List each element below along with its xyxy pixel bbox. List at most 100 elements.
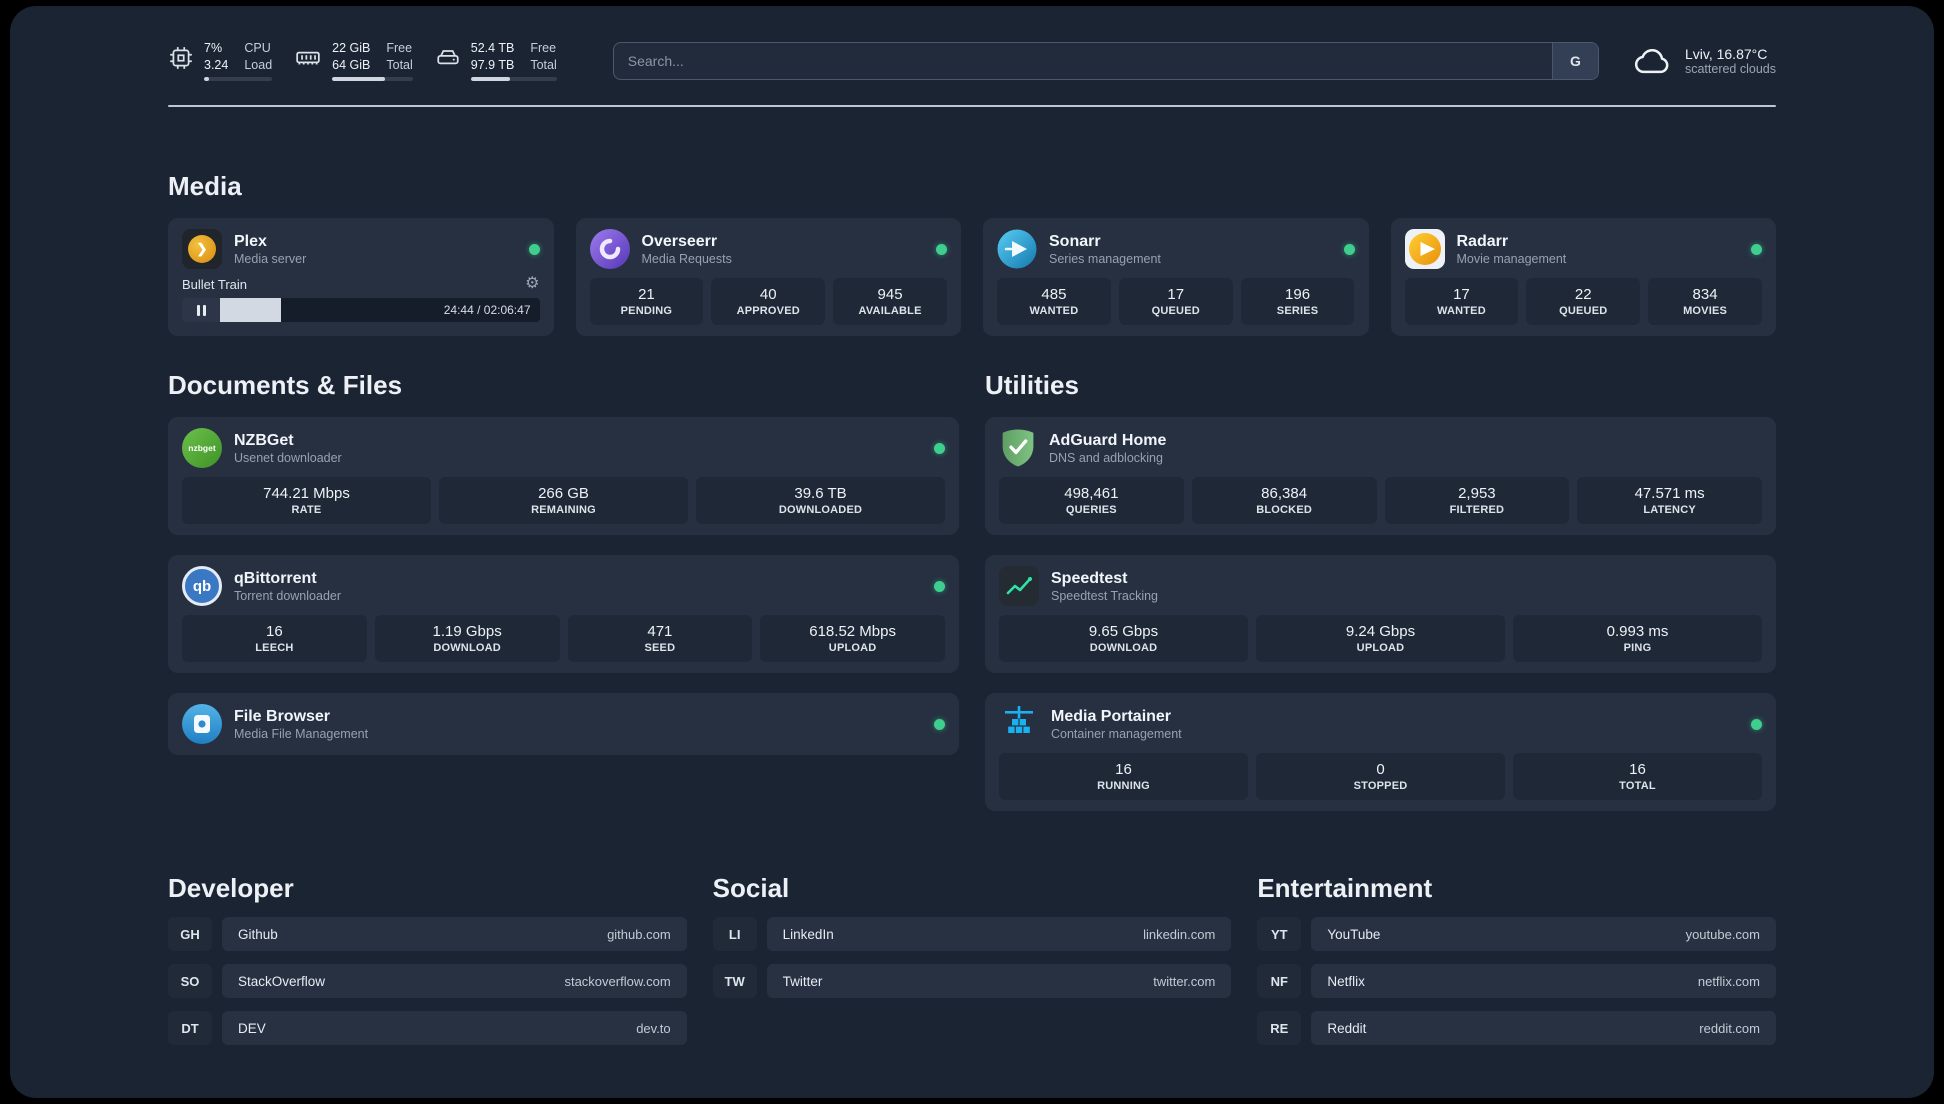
service-card-adguard[interactable]: AdGuard Home DNS and adblocking 498,461 … bbox=[985, 417, 1776, 535]
bookmark-linkedin[interactable]: LI LinkedIn linkedin.com bbox=[712, 917, 1232, 951]
search-box: G bbox=[612, 41, 1599, 80]
stat-box: 744.21 Mbps RATE bbox=[182, 477, 431, 524]
service-card-radarr[interactable]: Radarr Movie management 17 WANTED 22 QUE… bbox=[1390, 218, 1776, 336]
memory-total-value: 64 GiB bbox=[332, 58, 371, 72]
search-provider-button[interactable]: G bbox=[1551, 42, 1598, 79]
service-card-filebrowser[interactable]: File Browser Media File Management bbox=[168, 693, 959, 755]
bookmarks-social: Social LI LinkedIn linkedin.com TW Twitt… bbox=[712, 873, 1232, 998]
section-heading-entertainment: Entertainment bbox=[1257, 873, 1433, 903]
section-heading-utilities: Utilities bbox=[985, 370, 1079, 400]
speedtest-icon bbox=[999, 566, 1039, 606]
service-subtitle: Movie management bbox=[1456, 251, 1567, 266]
stat-box: 17 QUEUED bbox=[1118, 278, 1233, 325]
stat-box: 9.24 Gbps UPLOAD bbox=[1256, 615, 1505, 662]
service-card-nzbget[interactable]: nzbget NZBGet Usenet downloader 744.21 M… bbox=[168, 417, 959, 535]
service-card-sonarr[interactable]: Sonarr Series management 485 WANTED 17 Q… bbox=[983, 218, 1369, 336]
stat-box: 39.6 TB DOWNLOADED bbox=[696, 477, 945, 524]
bookmark-github[interactable]: GH Github github.com bbox=[168, 917, 687, 951]
pause-button[interactable] bbox=[182, 298, 220, 322]
settings-gear-icon[interactable]: ⚙ bbox=[525, 275, 540, 292]
bookmark-abbr: SO bbox=[168, 964, 212, 998]
bookmark-name: Twitter bbox=[782, 973, 823, 989]
section-heading-media: Media bbox=[168, 171, 242, 201]
bookmarks-developer: Developer GH Github github.com SO StackO… bbox=[168, 873, 687, 1045]
stat-box: 196 SERIES bbox=[1240, 278, 1355, 325]
service-card-plex[interactable]: ❯ Plex Media server Bullet Train ⚙ bbox=[168, 218, 554, 336]
cpu-load-value: 3.24 bbox=[204, 58, 229, 72]
sonarr-icon bbox=[997, 229, 1037, 269]
memory-widget: 22 GiB Free 64 GiB Total bbox=[294, 40, 413, 81]
header-divider bbox=[168, 105, 1776, 107]
utilities-column: Utilities AdGuard bbox=[985, 370, 1776, 811]
bookmark-reddit[interactable]: RE Reddit reddit.com bbox=[1257, 1011, 1776, 1045]
bookmark-abbr: RE bbox=[1257, 1011, 1302, 1045]
bookmark-url: dev.to bbox=[636, 1020, 671, 1036]
disk-total-label: Total bbox=[530, 58, 557, 72]
bookmark-abbr: YT bbox=[1257, 917, 1302, 951]
cpu-load-label: Load bbox=[244, 58, 273, 72]
service-title: qBittorrent bbox=[234, 569, 317, 587]
disk-free-value: 52.4 TB bbox=[470, 41, 515, 55]
service-subtitle: Media File Management bbox=[234, 726, 369, 741]
stat-box: 1.19 Gbps DOWNLOAD bbox=[374, 615, 560, 662]
memory-free-value: 22 GiB bbox=[332, 41, 371, 55]
status-dot bbox=[934, 580, 945, 592]
stat-box: 618.52 Mbps UPLOAD bbox=[760, 615, 945, 662]
nzbget-icon: nzbget bbox=[182, 428, 222, 468]
service-subtitle: Series management bbox=[1049, 251, 1161, 266]
bookmark-netflix[interactable]: NF Netflix netflix.com bbox=[1257, 964, 1776, 998]
bookmark-url: linkedin.com bbox=[1143, 926, 1216, 942]
stat-box: 945 AVAILABLE bbox=[833, 278, 947, 325]
dashboard-panel: 7% CPU 3.24 Load 22 GiB Free bbox=[10, 6, 1934, 1098]
stat-box: 498,461 QUERIES bbox=[999, 477, 1184, 524]
status-dot bbox=[1343, 243, 1355, 255]
bookmark-twitter[interactable]: TW Twitter twitter.com bbox=[712, 964, 1232, 998]
portainer-icon bbox=[999, 704, 1039, 744]
memory-icon bbox=[296, 51, 320, 65]
bookmarks-entertainment: Entertainment YT YouTube youtube.com NF … bbox=[1257, 873, 1776, 1045]
service-card-portainer[interactable]: Media Portainer Container management 16 … bbox=[985, 693, 1776, 811]
documents-column: Documents & Files nzbget NZBGet Usenet d… bbox=[168, 370, 959, 811]
bookmark-stackoverflow[interactable]: SO StackOverflow stackoverflow.com bbox=[168, 964, 687, 998]
bookmark-abbr: GH bbox=[168, 917, 212, 951]
stat-box: 21 PENDING bbox=[589, 278, 704, 325]
stat-box: 471 SEED bbox=[567, 615, 753, 662]
stat-box: 0.993 ms PING bbox=[1513, 615, 1762, 662]
service-subtitle: Torrent downloader bbox=[234, 588, 342, 603]
bookmark-abbr: DT bbox=[168, 1011, 212, 1045]
status-dot bbox=[528, 243, 540, 255]
cpu-usage-label: CPU bbox=[244, 41, 271, 55]
stat-box: 0 STOPPED bbox=[1256, 753, 1505, 800]
service-title: Overseerr bbox=[641, 232, 718, 250]
service-card-speedtest[interactable]: Speedtest Speedtest Tracking 9.65 Gbps D… bbox=[985, 555, 1776, 673]
memory-total-label: Total bbox=[386, 58, 413, 72]
status-dot bbox=[1751, 718, 1762, 730]
status-dot bbox=[934, 442, 945, 454]
service-subtitle: DNS and adblocking bbox=[1049, 450, 1163, 465]
weather-widget: Lviv, 16.87°C scattered clouds bbox=[1633, 46, 1776, 76]
bookmark-abbr: TW bbox=[712, 964, 757, 998]
memory-usage-bar bbox=[332, 77, 413, 81]
bookmark-abbr: LI bbox=[712, 917, 757, 951]
service-card-overseerr[interactable]: Overseerr Media Requests 21 PENDING 40 A… bbox=[575, 218, 961, 336]
section-heading-documents: Documents & Files bbox=[168, 370, 403, 400]
stat-box: 16 RUNNING bbox=[999, 753, 1248, 800]
playback-progress-bar[interactable]: 24:44 / 02:06:47 bbox=[220, 298, 540, 322]
service-title: AdGuard Home bbox=[1049, 431, 1167, 449]
service-title: Plex bbox=[234, 232, 267, 250]
disk-widget: 52.4 TB Free 97.9 TB Total bbox=[435, 40, 557, 81]
bookmark-name: LinkedIn bbox=[782, 926, 834, 942]
stat-box: 40 APPROVED bbox=[711, 278, 826, 325]
service-card-qbittorrent[interactable]: qb qBittorrent Torrent downloader 16 LEE… bbox=[168, 555, 959, 673]
search-input[interactable] bbox=[613, 42, 1552, 79]
stat-box: 17 WANTED bbox=[1404, 278, 1519, 325]
bookmark-dev[interactable]: DT DEV dev.to bbox=[168, 1011, 687, 1045]
service-subtitle: Container management bbox=[1051, 726, 1182, 741]
disk-total-value: 97.9 TB bbox=[470, 58, 515, 72]
service-subtitle: Usenet downloader bbox=[234, 450, 342, 465]
bookmark-youtube[interactable]: YT YouTube youtube.com bbox=[1257, 917, 1776, 951]
cpu-usage-value: 7% bbox=[204, 41, 223, 55]
stat-box: 9.65 Gbps DOWNLOAD bbox=[999, 615, 1248, 662]
service-title: File Browser bbox=[234, 707, 331, 725]
radarr-icon bbox=[1404, 229, 1445, 269]
